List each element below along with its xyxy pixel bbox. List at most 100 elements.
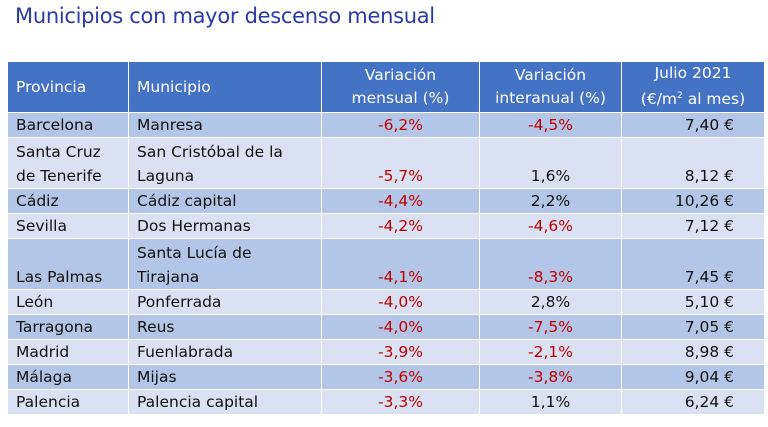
- cell-variacion-mensual: -5,7%: [321, 137, 480, 189]
- municipio-line: Mijas: [137, 368, 177, 386]
- header-variacion-mensual: Variación mensual (%): [321, 61, 480, 113]
- table-header-row: Provincia Municipio Variación mensual (%…: [7, 61, 765, 113]
- cell-variacion-interanual: 1,1%: [479, 389, 622, 415]
- cell-provincia: Málaga: [7, 364, 129, 390]
- municipio-line: Cádiz capital: [137, 192, 237, 210]
- cell-municipio: Dos Hermanas: [128, 213, 322, 239]
- cell-variacion-mensual: -3,6%: [321, 364, 480, 390]
- cell-municipio: San Cristóbal de la Laguna: [128, 137, 322, 189]
- table-row: Madrid Fuenlabrada -3,9% -2,1% 8,98 €: [7, 339, 765, 365]
- page-title: Municipios con mayor descenso mensual: [15, 4, 435, 28]
- table-row: Palencia Palencia capital -3,3% 1,1% 6,24 €: [7, 389, 765, 415]
- municipios-table: Provincia Municipio Variación mensual (%…: [7, 61, 765, 415]
- cell-provincia: Palencia: [7, 389, 129, 415]
- cell-precio-julio: 8,98 €: [621, 339, 765, 365]
- header-variacion-interanual-line2: interanual (%): [495, 89, 606, 107]
- municipio-line: Manresa: [137, 116, 203, 134]
- table-row: Santa Cruz de Tenerife San Cristóbal de la…: [7, 137, 765, 189]
- municipio-line: Reus: [137, 318, 175, 336]
- cell-precio-julio: 7,45 €: [621, 238, 765, 290]
- cell-precio-julio: 10,26 €: [621, 188, 765, 214]
- cell-variacion-mensual: -3,3%: [321, 389, 480, 415]
- cell-variacion-mensual: -4,4%: [321, 188, 480, 214]
- provincia-line: Barcelona: [16, 116, 94, 134]
- municipio-line: Tirajana: [137, 268, 200, 286]
- provincia-line: Cádiz: [16, 192, 59, 210]
- municipio-line: Ponferrada: [137, 293, 222, 311]
- municipio-line: Dos Hermanas: [137, 217, 251, 235]
- cell-variacion-interanual: 2,2%: [479, 188, 622, 214]
- cell-variacion-mensual: -6,2%: [321, 112, 480, 138]
- cell-variacion-interanual: 1,6%: [479, 137, 622, 189]
- provincia-line: Palencia: [16, 393, 81, 411]
- cell-provincia: Barcelona: [7, 112, 129, 138]
- cell-precio-julio: 6,24 €: [621, 389, 765, 415]
- provincia-line: Sevilla: [16, 217, 67, 235]
- header-variacion-interanual-line1: Variación: [514, 66, 587, 84]
- provincia-line: Tarragona: [16, 318, 94, 336]
- cell-precio-julio: 9,04 €: [621, 364, 765, 390]
- cell-variacion-interanual: -7,5%: [479, 314, 622, 340]
- provincia-line: León: [16, 293, 54, 311]
- header-julio-line2b: al mes): [682, 90, 746, 109]
- cell-provincia: Cádiz: [7, 188, 129, 214]
- table-body: Barcelona Manresa -6,2% -4,5% 7,40 € Santa Cr…: [7, 112, 765, 415]
- cell-variacion-mensual: -4,0%: [321, 314, 480, 340]
- provincia-line: Las Palmas: [16, 268, 103, 286]
- cell-municipio: Palencia capital: [128, 389, 322, 415]
- cell-provincia: Sevilla: [7, 213, 129, 239]
- header-municipio: Municipio: [128, 61, 322, 113]
- header-julio-2021: Julio 2021 (€/m2 al mes): [621, 61, 765, 113]
- cell-precio-julio: 7,05 €: [621, 314, 765, 340]
- header-variacion-interanual: Variación interanual (%): [479, 61, 622, 113]
- header-variacion-mensual-line1: Variación: [364, 66, 437, 84]
- cell-municipio: Fuenlabrada: [128, 339, 322, 365]
- cell-provincia: Madrid: [7, 339, 129, 365]
- cell-precio-julio: 7,40 €: [621, 112, 765, 138]
- cell-municipio: Ponferrada: [128, 289, 322, 315]
- municipio-line: San Cristóbal de la: [137, 143, 283, 161]
- cell-municipio: Mijas: [128, 364, 322, 390]
- cell-variacion-interanual: -4,5%: [479, 112, 622, 138]
- cell-provincia: Santa Cruz de Tenerife: [7, 137, 129, 189]
- cell-municipio: Reus: [128, 314, 322, 340]
- cell-municipio: Santa Lucía de Tirajana: [128, 238, 322, 290]
- cell-variacion-interanual: -8,3%: [479, 238, 622, 290]
- municipio-line: Palencia capital: [137, 393, 259, 411]
- provincia-line: de Tenerife: [16, 167, 102, 185]
- table-row: Cádiz Cádiz capital -4,4% 2,2% 10,26 €: [7, 188, 765, 214]
- table-row: Sevilla Dos Hermanas -4,2% -4,6% 7,12 €: [7, 213, 765, 239]
- table-row: Tarragona Reus -4,0% -7,5% 7,05 €: [7, 314, 765, 340]
- table-row: Málaga Mijas -3,6% -3,8% 9,04 €: [7, 364, 765, 390]
- cell-variacion-mensual: -3,9%: [321, 339, 480, 365]
- cell-precio-julio: 8,12 €: [621, 137, 765, 189]
- provincia-line: Madrid: [16, 343, 70, 361]
- provincia-line: Málaga: [16, 368, 73, 386]
- cell-variacion-interanual: -2,1%: [479, 339, 622, 365]
- provincia-line: Santa Cruz: [16, 143, 101, 161]
- cell-provincia: León: [7, 289, 129, 315]
- table-row: Barcelona Manresa -6,2% -4,5% 7,40 €: [7, 112, 765, 138]
- municipio-line: Santa Lucía de: [137, 244, 252, 262]
- municipio-line: Fuenlabrada: [137, 343, 234, 361]
- cell-variacion-interanual: -3,8%: [479, 364, 622, 390]
- cell-precio-julio: 5,10 €: [621, 289, 765, 315]
- cell-municipio: Cádiz capital: [128, 188, 322, 214]
- cell-variacion-mensual: -4,0%: [321, 289, 480, 315]
- cell-provincia: Tarragona: [7, 314, 129, 340]
- table-row: Las Palmas Santa Lucía de Tirajana -4,1% -8,…: [7, 238, 765, 290]
- header-julio-line2a: (€/m: [640, 90, 678, 109]
- cell-variacion-interanual: -4,6%: [479, 213, 622, 239]
- header-provincia: Provincia: [7, 61, 129, 113]
- cell-municipio: Manresa: [128, 112, 322, 138]
- header-julio-line1: Julio 2021: [654, 64, 732, 83]
- table-row: León Ponferrada -4,0% 2,8% 5,10 €: [7, 289, 765, 315]
- header-variacion-mensual-line2: mensual (%): [351, 89, 450, 107]
- cell-provincia: Las Palmas: [7, 238, 129, 290]
- municipio-line: Laguna: [137, 167, 195, 185]
- cell-variacion-mensual: -4,2%: [321, 213, 480, 239]
- cell-variacion-interanual: 2,8%: [479, 289, 622, 315]
- cell-precio-julio: 7,12 €: [621, 213, 765, 239]
- cell-variacion-mensual: -4,1%: [321, 238, 480, 290]
- header-julio-sup: 2: [677, 91, 683, 102]
